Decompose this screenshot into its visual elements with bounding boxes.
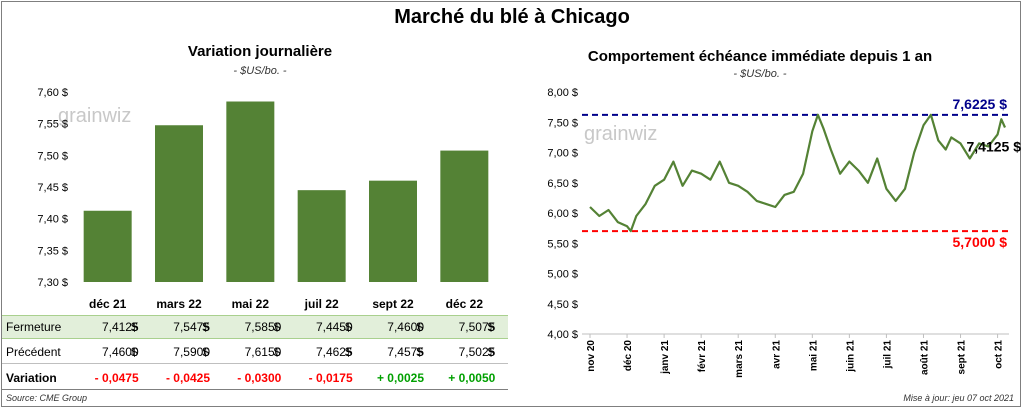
y-tick-label: 4,50 $	[547, 299, 578, 311]
currency-symbol: $	[273, 320, 281, 334]
main-title: Marché du blé à Chicago	[394, 6, 630, 28]
bar-0	[83, 210, 132, 282]
x-tick-label: nov 20	[586, 340, 597, 372]
y-tick-label: 7,50 $	[37, 150, 68, 162]
table-cell: 7,4450	[315, 320, 353, 334]
table-row-previous: Précédent 7,4600 $7,5900 $7,6150 $7,4625 $7,4…	[2, 341, 508, 364]
y-tick-label: 7,00 $	[547, 148, 578, 160]
table-cell: + 0,0050	[448, 371, 496, 385]
y-tick-label: 5,00 $	[547, 269, 578, 281]
line-chart: grainwiz 4,00 $ 4,50 $ 5,00 $ 5,50 $ 6,00 $ 6,…	[547, 87, 1022, 378]
y-tick-label: 7,50 $	[547, 117, 578, 129]
x-tick-label: mai 22	[232, 297, 270, 311]
row-label: Variation	[6, 371, 57, 385]
table-cell: 7,4575	[387, 345, 424, 359]
currency-symbol: $	[344, 345, 352, 359]
x-tick-label: déc 22	[446, 297, 484, 311]
table-cell: 7,4125	[101, 320, 139, 334]
table-cell: - 0,0425	[165, 371, 210, 385]
x-tick-label: déc 21	[89, 297, 127, 311]
table-cell: - 0,0300	[237, 371, 282, 385]
table-cell: 7,5475	[173, 320, 210, 334]
price-series-line	[589, 113, 1007, 233]
x-tick-label: sept 21	[957, 340, 968, 375]
row-label: Fermeture	[6, 320, 62, 334]
right-panel-title: Comportement échéance immédiate depuis 1…	[587, 48, 933, 65]
min-label: 5,7000 $	[953, 234, 1008, 250]
max-label: 7,6225 $	[953, 96, 1008, 112]
currency-symbol: $	[487, 345, 495, 359]
bar-3	[297, 190, 346, 282]
x-tick-label: août 21	[919, 340, 930, 375]
left-panel-title: Variation journalière	[187, 43, 333, 60]
last-price-label: 7,4125 $	[967, 139, 1022, 155]
currency-symbol: $	[130, 345, 138, 359]
x-tick-label: mars 21	[734, 340, 745, 378]
update-note: Mise à jour: jeu 07 oct 2021	[903, 393, 1014, 403]
x-tick-label: févr 21	[697, 340, 708, 373]
table-cell: 7,5075	[458, 320, 496, 334]
table-cell: 7,5900	[173, 345, 210, 359]
watermark: grainwiz	[584, 123, 657, 145]
y-tick-label: 5,50 $	[547, 238, 578, 250]
bar-5	[440, 150, 489, 282]
bar-chart: grainwiz 7,30 $ 7,35 $ 7,40 $ 7,45 $ 7,50 $ 7,…	[37, 87, 489, 311]
right-panel-subtitle: - $US/bo. -	[733, 68, 787, 80]
table-cell: 7,4600	[387, 320, 424, 334]
x-tick-label: mai 21	[808, 340, 819, 372]
x-tick-label: juil 22	[304, 297, 339, 311]
table-cell: + 0,0025	[376, 371, 424, 385]
watermark: grainwiz	[58, 105, 131, 127]
currency-symbol: $	[202, 345, 209, 359]
table-row-close: Fermeture 7,4125 $7,5475 $7,5850 $7,4450 $7,4…	[2, 315, 508, 339]
currency-symbol: $	[344, 320, 352, 334]
x-tick-label: janv 21	[660, 340, 671, 375]
currency-symbol: $	[416, 320, 423, 334]
left-panel-subtitle: - $US/bo. -	[233, 65, 287, 77]
x-tick-label: avr 21	[771, 340, 782, 369]
bar-2	[226, 101, 275, 282]
x-tick-label: juin 21	[845, 340, 856, 373]
bar-1	[155, 125, 203, 282]
table-cell: 7,5850	[244, 320, 282, 334]
source-note: Source: CME Group	[6, 393, 88, 403]
y-tick-label: 7,30 $	[37, 277, 68, 289]
table-cell: 7,5025	[458, 345, 496, 359]
y-tick-label: 7,60 $	[37, 87, 68, 99]
x-tick-label: juil 21	[882, 340, 893, 370]
currency-symbol: $	[416, 345, 423, 359]
x-tick-label: déc 20	[623, 340, 634, 372]
currency-symbol: $	[273, 345, 281, 359]
y-tick-label: 7,35 $	[37, 245, 68, 257]
currency-symbol: $	[202, 320, 209, 334]
table-cell: 7,4600	[101, 345, 139, 359]
y-tick-label: 7,40 $	[37, 214, 68, 226]
row-label: Précédent	[6, 345, 61, 359]
y-tick-label: 4,00 $	[547, 329, 578, 341]
currency-symbol: $	[130, 320, 138, 334]
y-tick-label: 7,55 $	[37, 119, 68, 131]
table-cell: - 0,0475	[94, 371, 139, 385]
y-tick-label: 7,45 $	[37, 182, 68, 194]
y-tick-label: 8,00 $	[547, 87, 578, 99]
x-tick-label: mars 22	[156, 297, 202, 311]
table-cell: 7,4625	[315, 345, 353, 359]
table-cell: 7,6150	[244, 345, 282, 359]
bar-4	[369, 180, 417, 282]
y-tick-label: 6,50 $	[547, 178, 578, 190]
table-cell: - 0,0175	[308, 371, 353, 385]
table-row-variation: Variation - 0,0475 - 0,0425 - 0,0300 - 0,017…	[2, 367, 508, 390]
currency-symbol: $	[487, 320, 495, 334]
x-tick-label: oct 21	[994, 340, 1005, 369]
x-tick-label: sept 22	[372, 297, 414, 311]
y-tick-label: 6,00 $	[547, 208, 578, 220]
